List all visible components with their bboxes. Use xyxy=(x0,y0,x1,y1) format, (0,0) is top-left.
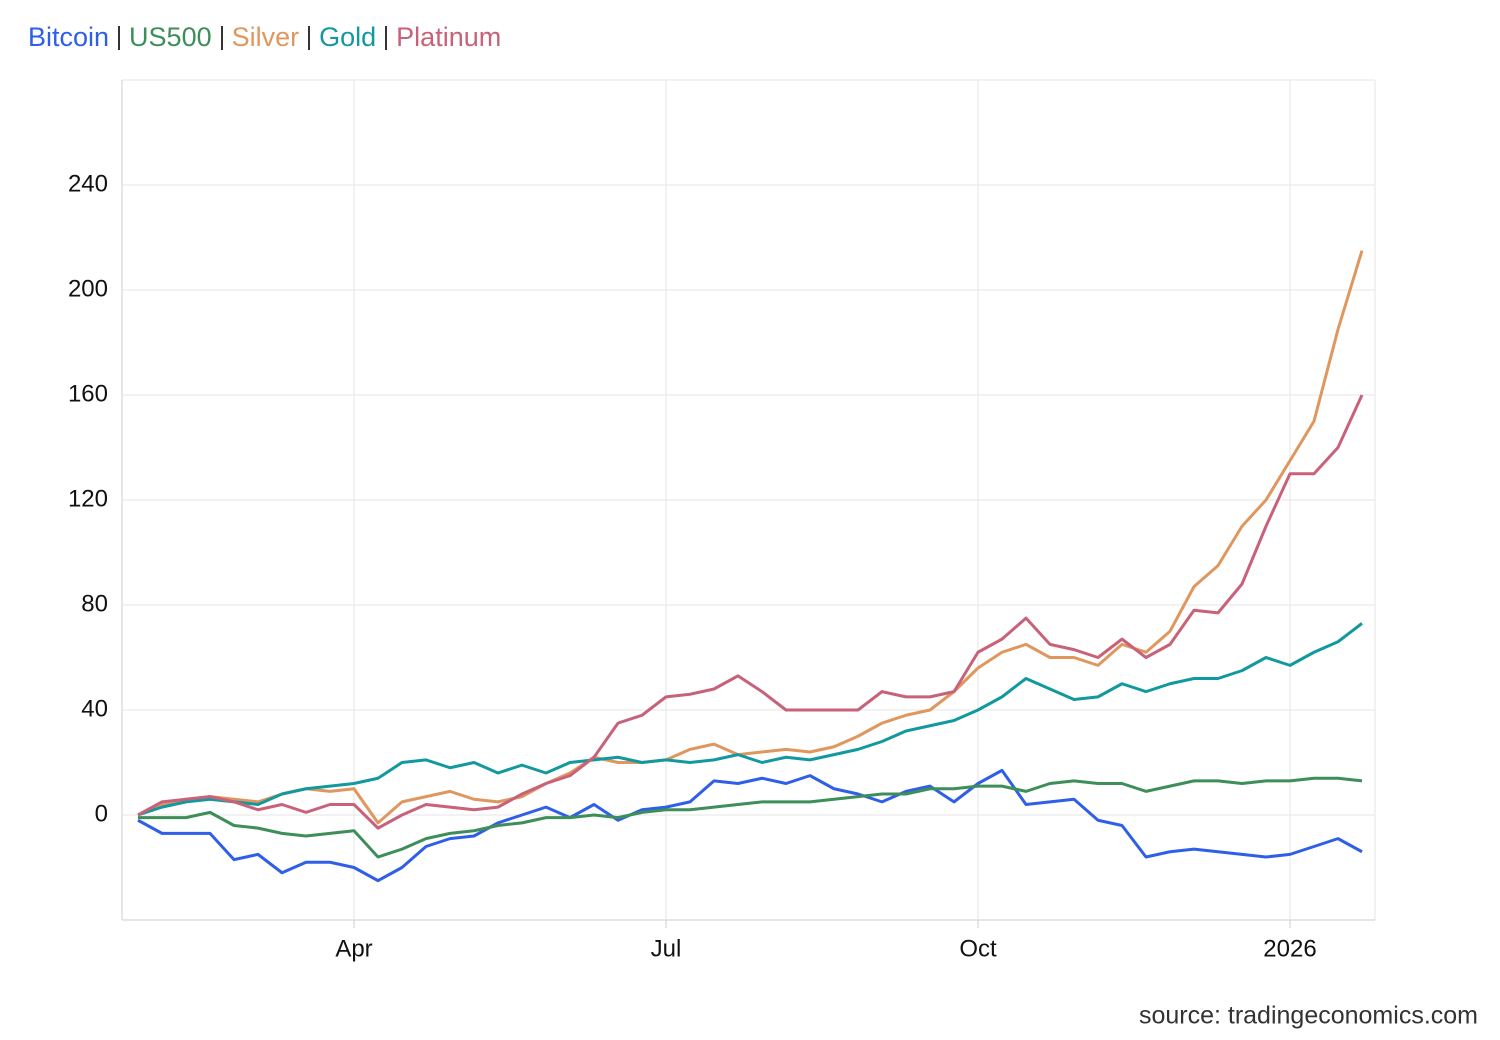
legend-separator xyxy=(220,25,223,50)
x-tick-label: Jul xyxy=(651,935,682,962)
legend-separator xyxy=(385,25,388,50)
legend-entry[interactable]: Platinum xyxy=(396,22,502,52)
y-tick-label: 80 xyxy=(81,590,108,617)
x-tick-label: Oct xyxy=(959,935,997,962)
legend-entry[interactable]: US500 xyxy=(129,22,212,52)
series-line xyxy=(137,250,1364,825)
y-tick-label: 200 xyxy=(68,275,108,302)
legend-entry[interactable]: Silver xyxy=(231,22,300,52)
source: source: tradingeconomics.com xyxy=(1139,1002,1478,1030)
legend-separator xyxy=(118,25,121,50)
legend-entry[interactable]: Gold xyxy=(319,22,377,52)
series-line xyxy=(138,776,1363,859)
x-tick-label: Apr xyxy=(335,935,372,962)
legend-separator xyxy=(308,25,311,50)
y-tick-label: 40 xyxy=(81,695,108,722)
legend-entry[interactable]: Bitcoin xyxy=(28,22,110,52)
x-tick-label: 2026 xyxy=(1263,935,1316,962)
series-line xyxy=(137,622,1363,817)
series-line xyxy=(137,394,1364,830)
legend: Bitcoin US500 Silver Gold Platinum xyxy=(28,22,501,53)
y-tick-label: 160 xyxy=(68,380,108,407)
series-line xyxy=(137,768,1363,883)
y-tick-label: 0 xyxy=(95,800,108,827)
y-tick-label: 120 xyxy=(68,485,108,512)
y-tick-label: 240 xyxy=(68,170,108,197)
